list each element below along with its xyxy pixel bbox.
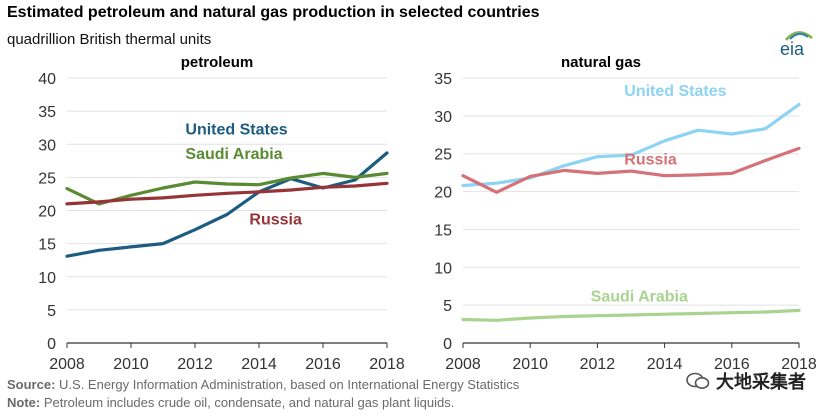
y-tick-label: 10 — [434, 260, 452, 277]
x-tick-label: 2012 — [580, 356, 616, 373]
x-tick-label: 2018 — [781, 356, 817, 373]
y-tick-label: 0 — [47, 336, 56, 353]
y-tick-label: 40 — [38, 71, 56, 88]
series-line-russia — [65, 181, 389, 206]
y-tick-label: 10 — [38, 270, 56, 287]
y-tick-label: 30 — [38, 137, 56, 154]
x-tick-label: 2008 — [49, 356, 85, 373]
x-tick-label: 2010 — [512, 356, 548, 373]
x-tick-label: 2016 — [714, 356, 750, 373]
chart-title: Estimated petroleum and natural gas prod… — [7, 4, 540, 21]
panel-natural-gas: 0 5 10 15 20 25 30 35 2008 2010 2012 2014 2016 2018 na… — [434, 54, 817, 373]
y-tick-label: 35 — [434, 71, 452, 88]
y-tick-label: 20 — [434, 185, 452, 202]
watermark: 大地采集者 — [686, 368, 806, 394]
series-label-russia: Russia — [624, 151, 677, 168]
panel-title: natural gas — [561, 54, 641, 71]
x-tick-label: 2014 — [241, 356, 277, 373]
series-label-saudi-arabia: Saudi Arabia — [185, 146, 282, 163]
y-tick-label: 5 — [47, 303, 56, 320]
series-label-united-states: United States — [185, 121, 287, 138]
x-tick-label: 2016 — [305, 356, 341, 373]
panel-title: petroleum — [181, 54, 254, 71]
x-tick-label: 2012 — [177, 356, 213, 373]
y-tick-label: 20 — [38, 204, 56, 221]
x-tick-label: 2010 — [113, 356, 149, 373]
x-tick-label: 2018 — [369, 356, 405, 373]
series-line-united-states — [461, 102, 801, 188]
eia-logo-text: eia — [780, 39, 805, 58]
series-line-saudi-arabia — [461, 308, 801, 322]
series-line-russia — [461, 146, 801, 194]
y-tick-label: 0 — [443, 336, 452, 353]
eia-logo: eia — [778, 28, 818, 63]
series-line-saudi-arabia — [65, 171, 389, 206]
series-label-russia: Russia — [249, 211, 302, 228]
chat-bubble-icon — [686, 372, 710, 389]
y-tick-label: 25 — [38, 170, 56, 187]
x-tick-label: 2014 — [647, 356, 683, 373]
panel-petroleum: 0 5 10 15 20 25 30 35 40 2008 2010 2012 2014 2016 2018… — [38, 54, 405, 373]
footnote: Note: Petroleum includes crude oil, cond… — [7, 395, 455, 410]
y-tick-label: 25 — [434, 147, 452, 164]
series-line-united-states — [65, 151, 389, 258]
series-label-saudi-arabia: Saudi Arabia — [591, 288, 688, 305]
y-tick-label: 30 — [434, 109, 452, 126]
y-tick-label: 15 — [38, 237, 56, 254]
watermark-text: 大地采集者 — [716, 372, 806, 392]
series-label-united-states: United States — [624, 83, 726, 100]
y-tick-label: 5 — [443, 298, 452, 315]
source-note: Source: U.S. Energy Information Administ… — [7, 377, 520, 392]
units-subtitle: quadrillion British thermal units — [7, 31, 212, 48]
y-tick-label: 35 — [38, 104, 56, 121]
x-tick-label: 2008 — [445, 356, 481, 373]
y-tick-label: 15 — [434, 222, 452, 239]
